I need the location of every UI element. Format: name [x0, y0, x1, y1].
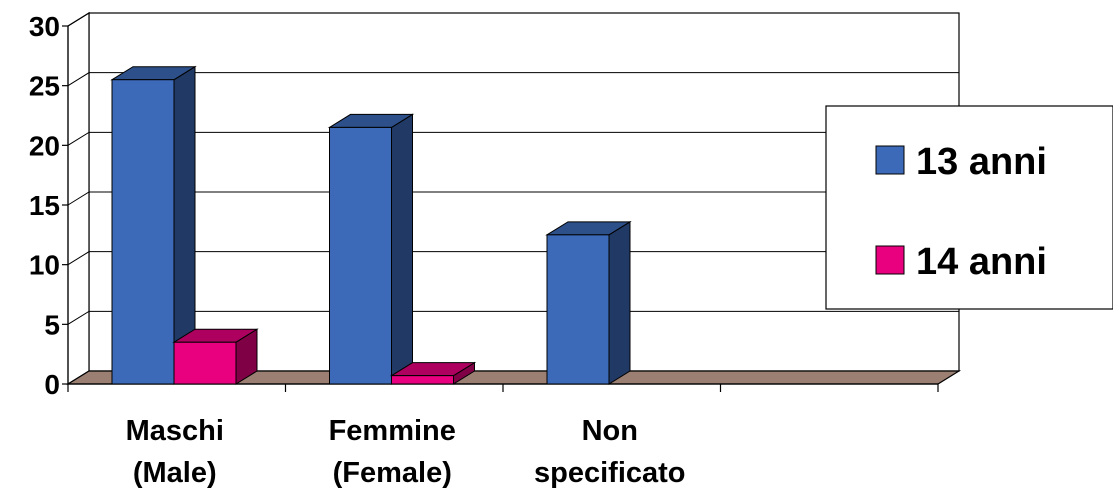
legend-label: 13 anni	[916, 141, 1047, 183]
gridline	[67, 12, 959, 27]
y-tick-label: 30	[29, 11, 60, 42]
gridline	[67, 131, 959, 146]
y-tick-label: 5	[44, 309, 60, 340]
category-label: Non	[582, 415, 638, 447]
category-label: Maschi	[126, 415, 224, 447]
legend-label: 14 anni	[916, 241, 1047, 283]
gridline	[67, 191, 959, 206]
category-label: Femmine	[329, 415, 456, 447]
bar-13-anni	[111, 79, 175, 385]
category-label: (Male)	[133, 457, 217, 489]
category-label: specificato	[534, 457, 686, 489]
bar-side	[608, 220, 631, 385]
bar-14-anni	[391, 375, 454, 385]
y-tick-label: 15	[29, 190, 60, 221]
legend-swatch	[875, 145, 905, 175]
category-label: (Female)	[333, 457, 452, 489]
y-tick-label: 20	[29, 130, 60, 161]
y-tick-label: 25	[29, 71, 60, 102]
bar-13-anni	[329, 126, 392, 385]
bar-13-anni	[546, 234, 610, 385]
y-tick-label: 0	[44, 369, 60, 400]
bar-side	[391, 113, 413, 385]
gridline	[67, 72, 959, 87]
legend	[825, 105, 1113, 310]
gridline	[67, 251, 959, 266]
legend-swatch	[875, 245, 905, 275]
gridline	[67, 310, 959, 325]
y-tick-label: 10	[29, 250, 60, 281]
bar-14-anni	[173, 341, 237, 385]
